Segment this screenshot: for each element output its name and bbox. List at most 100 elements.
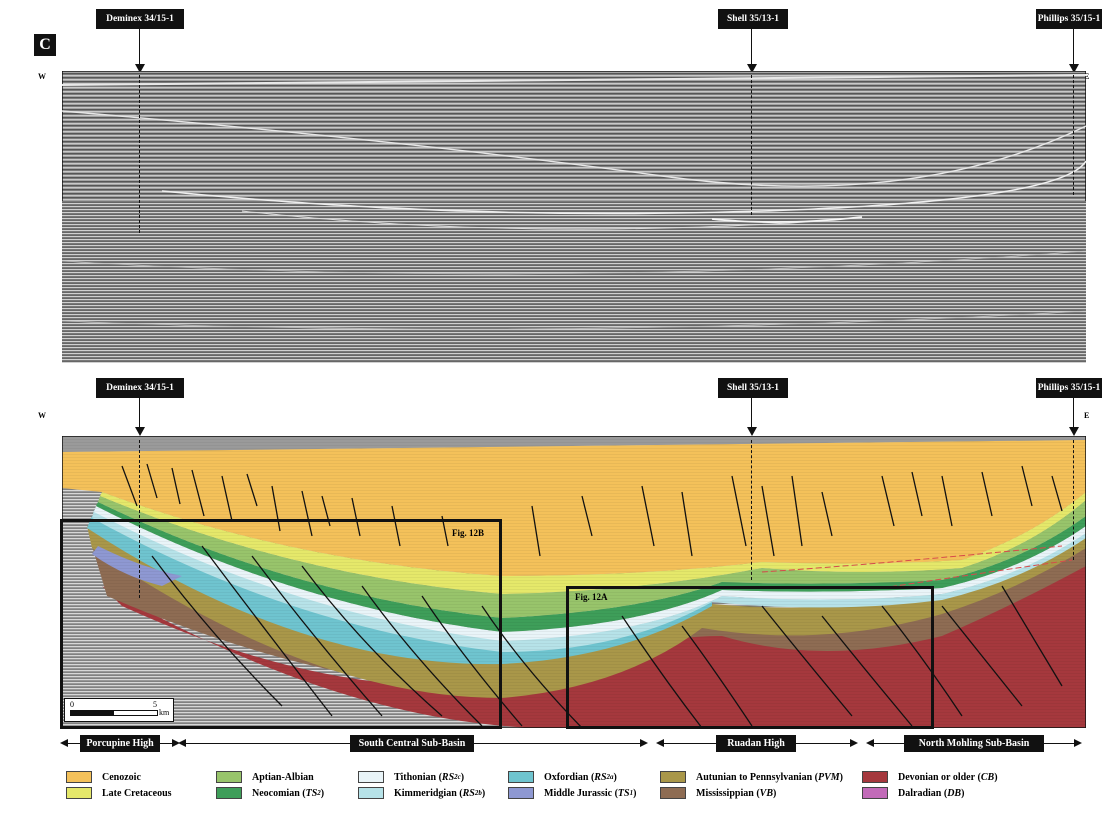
legend-label: Devonian or older xyxy=(898,771,976,783)
arrowhead-left-icon xyxy=(60,739,68,747)
well-track-shell xyxy=(751,75,752,215)
region-label: North Mohling Sub-Basin xyxy=(904,735,1044,752)
legend-abbr-sub: 1 xyxy=(629,789,634,797)
legend-label: Dalradian xyxy=(898,787,942,799)
well-track-shell-bottom xyxy=(751,440,752,580)
legend-label: Mississippian xyxy=(696,787,754,799)
legend-swatch xyxy=(660,787,686,799)
region-south-central-sub-basin: South Central Sub-Basin xyxy=(178,735,648,752)
legend-item: Tithonian (RS 2c) xyxy=(358,770,464,784)
legend-item: Aptian-Albian xyxy=(216,770,314,784)
legend-item: Autunian to Pennsylvanian (PVM) xyxy=(660,770,843,784)
legend-item: Neocomian (TS 2) xyxy=(216,786,324,800)
legend-abbr-sub: 2 xyxy=(317,789,321,797)
legend-abbr: RS xyxy=(594,771,607,783)
legend-item: Middle Jurassic (TS 1) xyxy=(508,786,636,800)
scale-bar: 0 5 km xyxy=(64,698,174,722)
legend-swatch xyxy=(216,771,242,783)
well-tag-deminex-bottom: Deminex 34/15-1 xyxy=(96,378,184,398)
arrowhead-left-icon xyxy=(178,739,186,747)
legend-abbr: VB xyxy=(759,787,773,799)
arrowhead-left-icon xyxy=(656,739,664,747)
well-line xyxy=(139,29,140,65)
legend-swatch xyxy=(358,787,384,799)
west-label-bottom: W xyxy=(38,411,46,420)
region-label: South Central Sub-Basin xyxy=(350,735,474,752)
legend-abbr-sub: 2c xyxy=(454,773,461,781)
legend-item: Cenozoic xyxy=(66,770,141,784)
legend-abbr-sub: 2b xyxy=(474,789,482,797)
legend-swatch xyxy=(66,787,92,799)
well-line xyxy=(1073,398,1074,428)
well-tag-shell-bottom: Shell 35/13-1 xyxy=(718,378,788,398)
legend-label: Tithonian xyxy=(394,771,437,783)
well-track-phillips-bottom xyxy=(1073,440,1074,560)
legend-abbr: TS xyxy=(305,787,318,799)
legend-label: Autunian to Pennsylvanian xyxy=(696,771,813,783)
legend-swatch xyxy=(358,771,384,783)
well-track-phillips xyxy=(1073,75,1074,195)
well-arrow xyxy=(747,64,757,73)
red-horizon xyxy=(761,545,1073,589)
scale-unit: km xyxy=(159,708,170,717)
region-north-mohling-sub-basin: North Mohling Sub-Basin xyxy=(866,735,1082,752)
well-line xyxy=(751,398,752,428)
legend-label: Cenozoic xyxy=(102,771,141,783)
legend-label: Kimmeridgian xyxy=(394,787,457,799)
fig-12a-label: Fig. 12A xyxy=(575,592,608,602)
legend-item: Kimmeridgian (RS 2b) xyxy=(358,786,485,800)
panel-letter: C xyxy=(34,34,56,56)
arrowhead-right-icon xyxy=(640,739,648,747)
legend-label: Neocomian xyxy=(252,787,300,799)
legend-label: Middle Jurassic xyxy=(544,787,613,799)
well-tag-shell-top: Shell 35/13-1 xyxy=(718,9,788,29)
east-label-top: E xyxy=(1084,72,1090,81)
region-porcupine-high: Porcupine High xyxy=(60,735,180,752)
well-tag-phillips-top: Phillips 35/15-1 xyxy=(1036,9,1102,29)
fig-12b-label: Fig. 12B xyxy=(452,528,485,538)
legend-item: Devonian or older (CB) xyxy=(862,770,998,784)
fig-12a-box xyxy=(566,586,934,729)
legend-abbr: TS xyxy=(617,787,630,799)
region-ruadan-high: Ruadan High xyxy=(656,735,858,752)
well-arrow xyxy=(1069,427,1079,436)
legend-abbr-sub: 2a xyxy=(606,773,614,781)
arrowhead-right-icon xyxy=(1074,739,1082,747)
legend-swatch xyxy=(508,787,534,799)
well-arrow xyxy=(747,427,757,436)
well-arrow xyxy=(135,64,145,73)
scale-five: 5 xyxy=(153,700,157,709)
seismic-section-top xyxy=(62,71,1086,363)
well-arrow xyxy=(135,427,145,436)
legend-item: Oxfordian (RS 2a) xyxy=(508,770,617,784)
legend-abbr: CB xyxy=(980,771,995,783)
legend-item: Mississippian (VB) xyxy=(660,786,776,800)
region-label: Ruadan High xyxy=(716,735,796,752)
east-label-bottom: E xyxy=(1084,411,1090,420)
legend-swatch xyxy=(862,771,888,783)
legend-label: Oxfordian xyxy=(544,771,589,783)
scale-graphic xyxy=(70,710,158,716)
interpreted-section xyxy=(62,436,1086,728)
well-arrow xyxy=(1069,64,1079,73)
legend-swatch xyxy=(216,787,242,799)
arrowhead-left-icon xyxy=(866,739,874,747)
legend-item: Dalradian (DB) xyxy=(862,786,964,800)
well-tag-phillips-bottom: Phillips 35/15-1 xyxy=(1036,378,1102,398)
well-line xyxy=(139,398,140,428)
legend-swatch xyxy=(508,771,534,783)
arrowhead-right-icon xyxy=(172,739,180,747)
region-label: Porcupine High xyxy=(80,735,160,752)
legend-swatch xyxy=(66,771,92,783)
well-line xyxy=(1073,29,1074,65)
legend-label: Aptian-Albian xyxy=(252,771,314,783)
west-label-top: W xyxy=(38,72,46,81)
arrowhead-right-icon xyxy=(850,739,858,747)
legend-abbr: PVM xyxy=(818,771,840,783)
legend-item: Late Cretaceous xyxy=(66,786,172,800)
scale-zero: 0 xyxy=(70,700,74,709)
fig-12b-box xyxy=(60,519,502,729)
well-line xyxy=(751,29,752,65)
legend-abbr: RS xyxy=(441,771,455,783)
legend-swatch xyxy=(862,787,888,799)
